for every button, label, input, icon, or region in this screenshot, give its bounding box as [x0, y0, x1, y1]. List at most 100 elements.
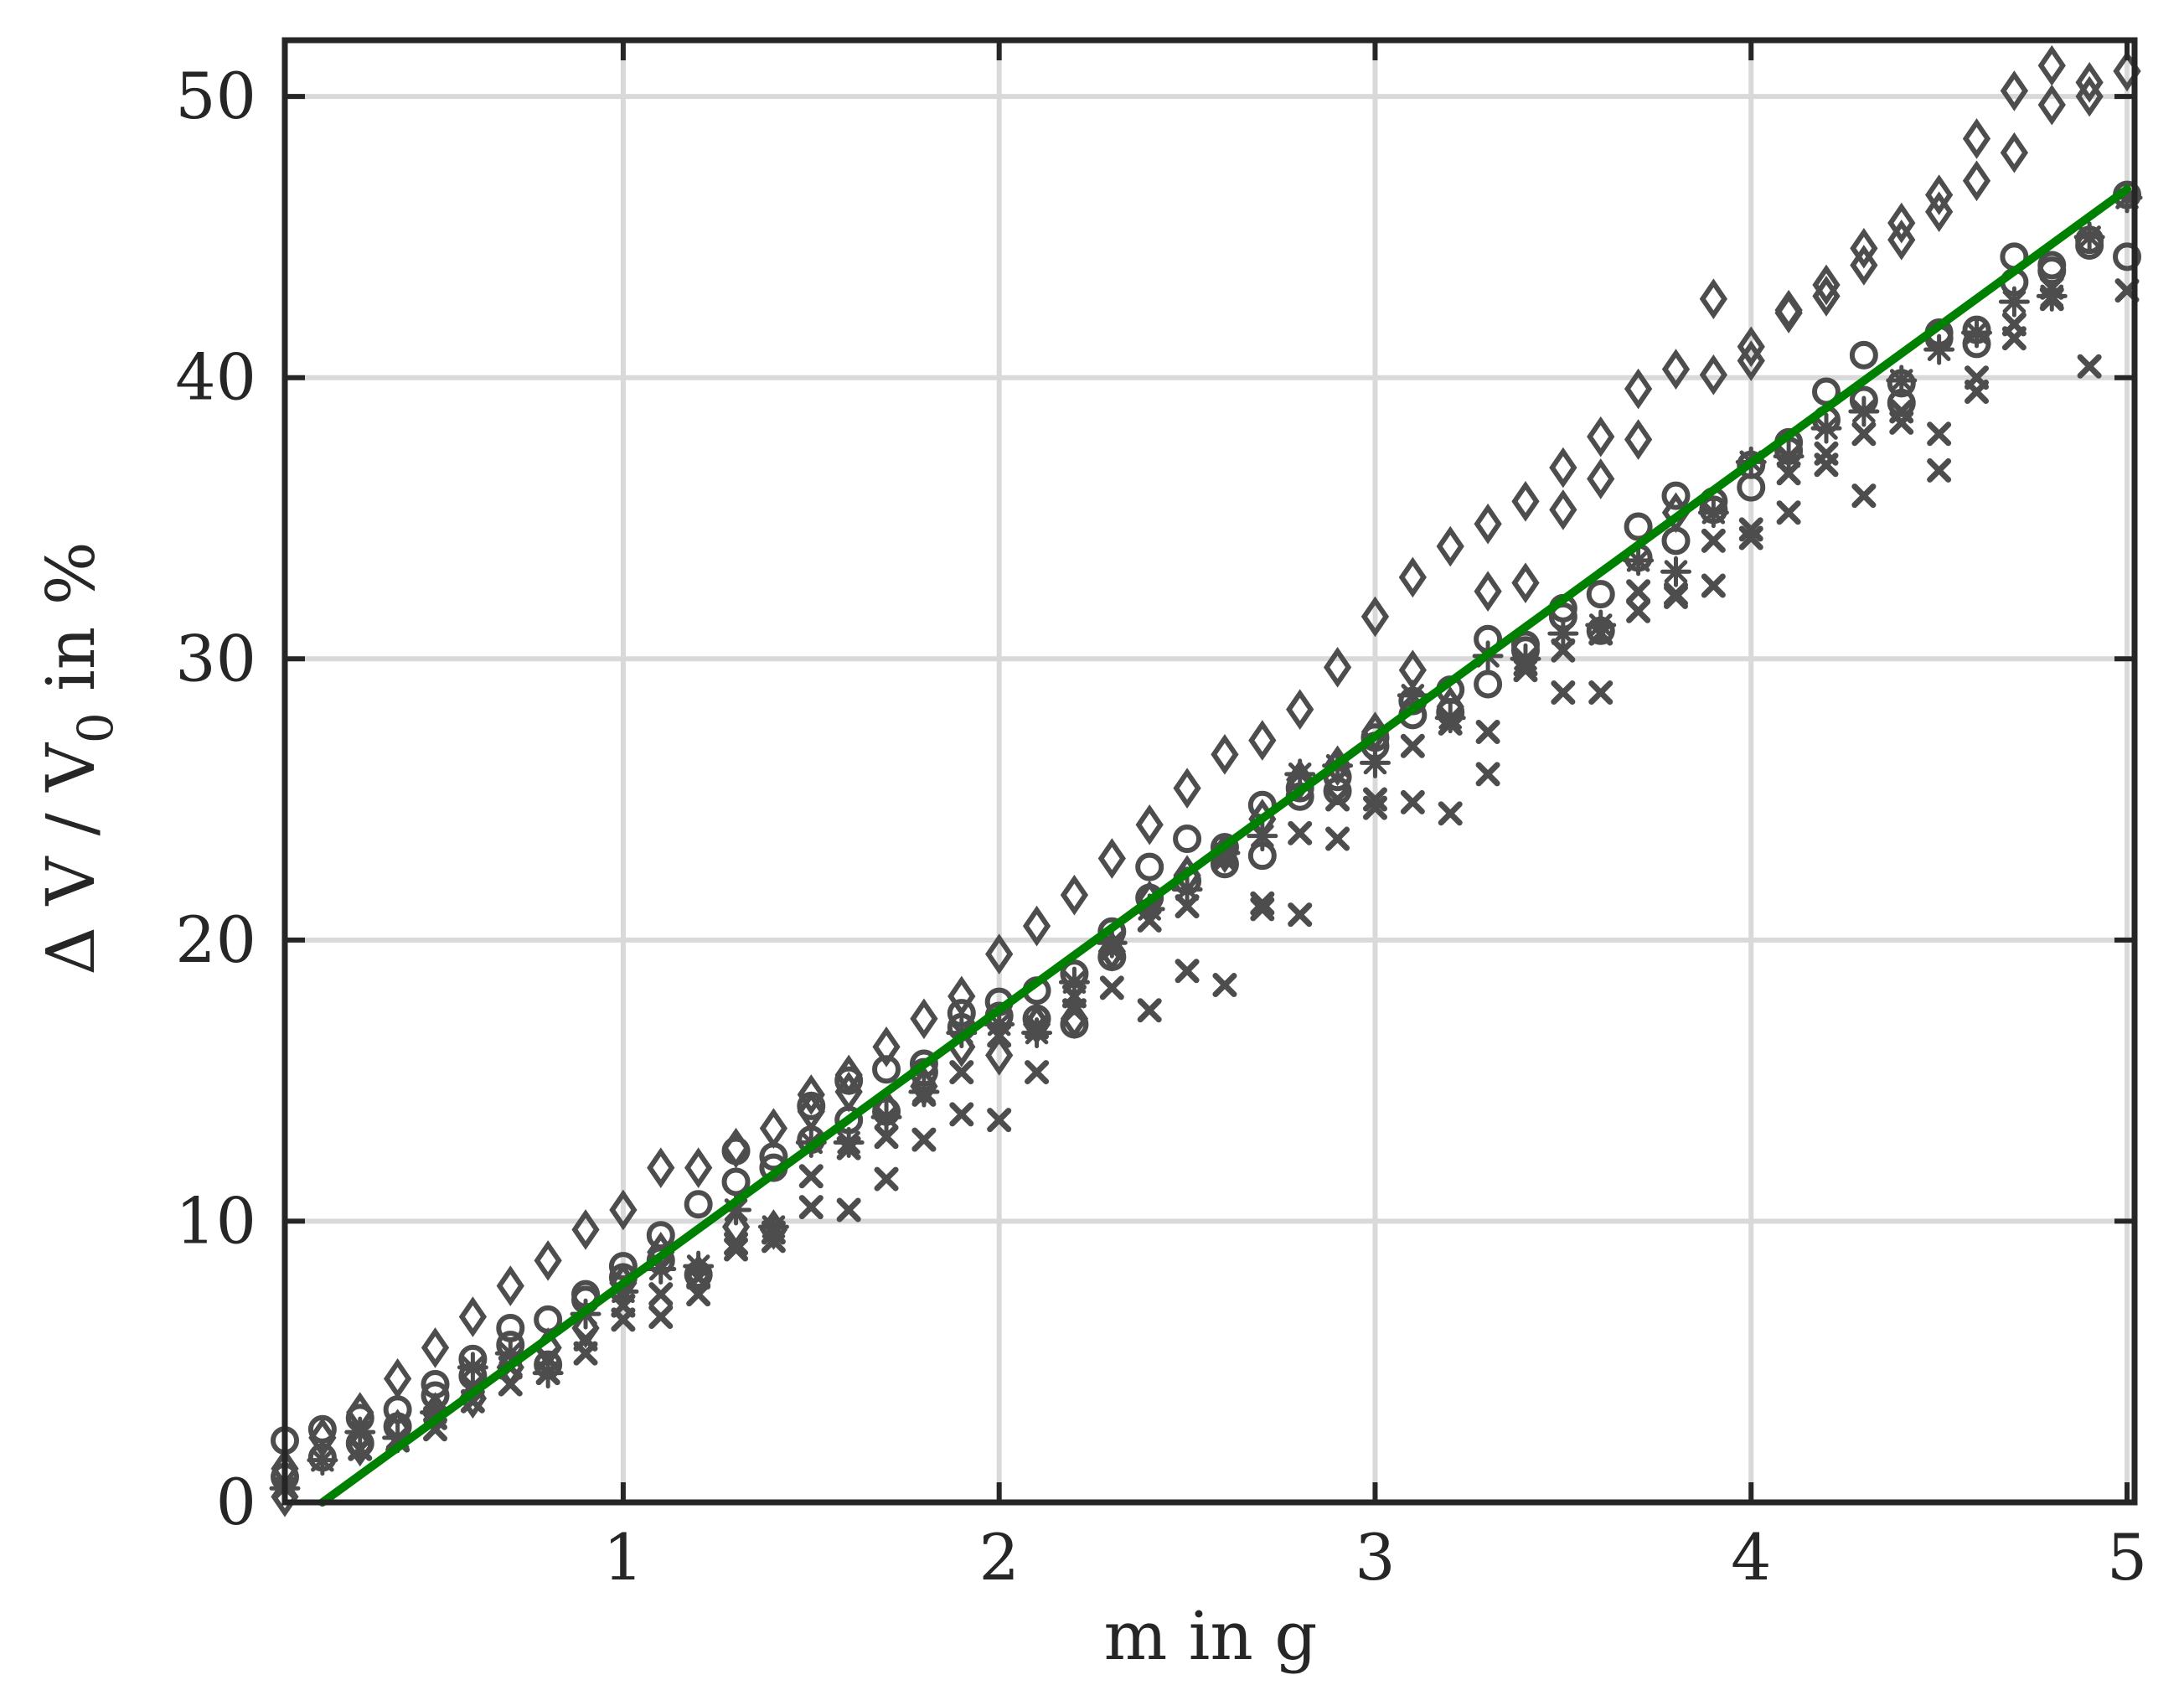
y-axis-label-main: Δ V / V: [32, 742, 110, 975]
data-point-x: [911, 1082, 937, 1107]
data-point-x: [761, 1220, 786, 1245]
data-point-circle: [684, 1190, 713, 1219]
data-point-x: [1438, 801, 1463, 826]
y-axis-label: Δ V / V0 in %: [32, 541, 124, 974]
data-point-diamond: [1850, 245, 1878, 286]
data-point-diamond: [1624, 419, 1653, 460]
data-point-star: [2073, 221, 2105, 253]
data-point-x: [611, 1293, 636, 1318]
data-point-diamond: [1549, 447, 1577, 489]
data-point-star: [1058, 966, 1090, 998]
data-point-x: [1325, 787, 1350, 812]
y-tick-label: 20: [175, 902, 256, 977]
data-point-x: [1626, 598, 1651, 623]
y-tick-label: 10: [175, 1183, 256, 1258]
y-tick-label: 40: [175, 340, 256, 415]
data-point-star: [1284, 758, 1316, 790]
data-point-x: [2039, 275, 2064, 300]
data-point-circle: [421, 1370, 450, 1399]
data-point-x: [1175, 959, 1200, 984]
data-point-diamond: [1661, 349, 1691, 390]
data-point-x: [836, 1197, 861, 1223]
data-point-diamond: [1924, 174, 1954, 215]
data-point-circle: [1661, 526, 1691, 556]
data-point-x: [498, 1372, 523, 1397]
data-point-diamond: [609, 1189, 638, 1231]
data-point-circle: [834, 1066, 864, 1095]
data-point-x: [874, 1124, 899, 1150]
data-point-circle: [1849, 340, 1878, 370]
data-point-x: [987, 1108, 1012, 1133]
data-point-star: [1773, 441, 1805, 473]
data-point-x: [1927, 421, 1952, 447]
data-point-diamond: [947, 975, 976, 1017]
data-point-star: [1886, 364, 1918, 396]
data-point-star: [307, 1445, 338, 1476]
data-point-diamond: [421, 1327, 450, 1368]
data-point-x: [1851, 483, 1877, 509]
data-point-x: [1701, 573, 1726, 598]
data-point-star: [1961, 317, 1993, 349]
data-point-circle: [383, 1395, 412, 1424]
data-point-diamond: [1398, 556, 1427, 598]
data-point-x: [987, 1023, 1012, 1048]
data-point-diamond: [985, 1035, 1014, 1076]
data-point-diamond: [1624, 368, 1653, 410]
data-point-x: [1025, 1060, 1050, 1085]
data-point-diamond: [1962, 118, 1991, 159]
data-point-x: [1814, 441, 1839, 466]
data-point-x: [1362, 787, 1387, 812]
data-point-diamond: [1173, 768, 1201, 809]
data-point-circle: [909, 1049, 938, 1078]
axis-ticks: [285, 40, 2135, 1505]
data-point-x: [348, 1436, 373, 1461]
data-point-star: [1923, 333, 1955, 365]
data-point-diamond: [1022, 905, 1051, 947]
data-point-x: [1513, 652, 1538, 677]
data-point-x: [1588, 621, 1613, 646]
data-point-diamond: [1323, 647, 1352, 688]
data-point-star: [344, 1416, 376, 1448]
data-point-x: [2001, 312, 2027, 337]
data-point-x: [686, 1282, 711, 1307]
x-axis-label: m in g: [1103, 1597, 1317, 1675]
data-point-circle: [1586, 580, 1615, 609]
data-point-diamond: [2075, 62, 2104, 103]
plot-frame: [281, 37, 2138, 1506]
data-point-circle: [1135, 852, 1164, 881]
data-point-diamond: [1474, 571, 1502, 613]
data-point-circle: [1173, 825, 1202, 854]
data-point-circle: [721, 1167, 751, 1197]
data-point-diamond: [1737, 326, 1765, 368]
data-point-x: [1927, 458, 1952, 483]
data-point-circle: [1624, 512, 1653, 541]
x-tick-label: 4: [1731, 1520, 1771, 1595]
data-point-diamond: [1135, 804, 1164, 845]
data-point-diamond: [910, 998, 938, 1040]
data-point-x: [1099, 975, 1124, 1000]
data-point-x: [648, 1305, 674, 1330]
data-point-x: [798, 1164, 824, 1189]
data-point-star: [1247, 820, 1278, 852]
data-point-diamond: [1774, 292, 1803, 333]
data-point-x: [648, 1282, 674, 1307]
y-tick-label: 30: [175, 621, 256, 695]
data-point-x: [1588, 680, 1613, 706]
data-point-star: [1660, 556, 1691, 587]
data-point-x: [1400, 789, 1425, 814]
data-point-x: [1776, 461, 1801, 486]
y-axis-label-suffix: in %: [32, 541, 110, 712]
data-point-x: [1701, 528, 1726, 553]
x-tick-label: 2: [979, 1520, 1020, 1595]
data-point-circle: [797, 1091, 826, 1120]
data-point-star: [1998, 286, 2030, 318]
data-point-diamond: [1850, 228, 1878, 269]
data-point-circle: [759, 1142, 788, 1171]
data-point-diamond: [1436, 525, 1464, 567]
y-tick-label: 50: [175, 59, 256, 133]
data-point-x: [1250, 891, 1275, 916]
data-point-x: [1663, 582, 1688, 607]
data-point-x: [1626, 579, 1651, 604]
data-point-x: [1288, 902, 1313, 928]
